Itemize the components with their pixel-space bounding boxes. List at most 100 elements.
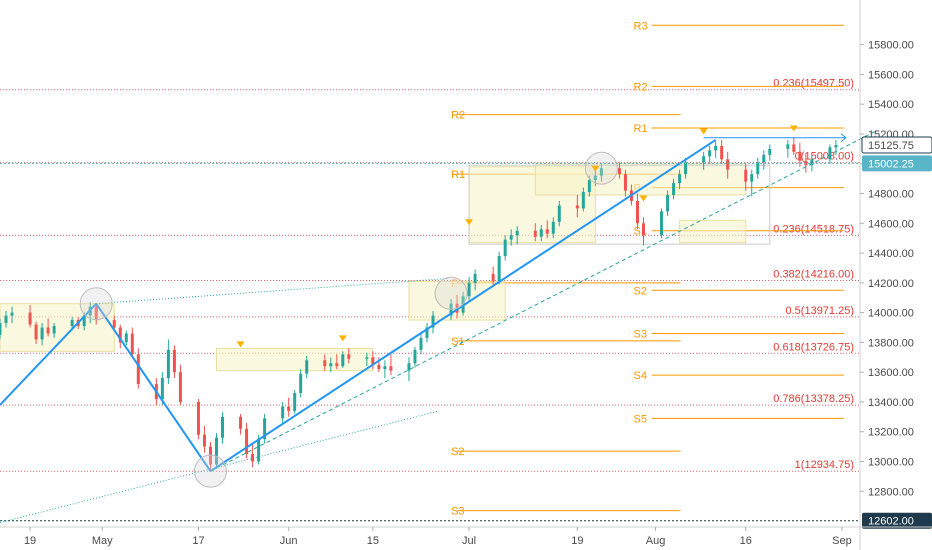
candle-body: [473, 273, 477, 283]
candle-body: [756, 162, 760, 175]
candle-body: [263, 418, 267, 440]
fibonacci-levels: 0.236(15497.50) 0(15008.00) 0.236(14518.75…: [0, 78, 860, 472]
candle-body: [112, 320, 116, 328]
candle-body: [341, 354, 345, 367]
swing-point-marker: [79, 287, 113, 321]
price-label-box: [861, 136, 932, 154]
candle-body: [641, 223, 645, 236]
candle-body: [617, 168, 621, 175]
pivot-label-previous: R1: [451, 169, 465, 181]
resistance-line: [96, 277, 450, 305]
candle-body: [810, 159, 814, 166]
time-tick-label: 17: [192, 535, 204, 547]
time-tick-label: Jul: [462, 535, 476, 547]
time-tick-label: Aug: [646, 535, 666, 547]
candle-body: [419, 337, 423, 350]
trend-line: [0, 303, 97, 406]
candle-body: [118, 327, 122, 343]
pivot-label-current: S5: [634, 413, 647, 425]
candle-body: [834, 144, 838, 148]
candle-body: [672, 183, 676, 196]
candle-body: [545, 229, 549, 234]
trend-line: [209, 139, 717, 473]
time-tick-label: Sep: [832, 535, 852, 547]
candle-body: [533, 230, 537, 237]
price-label-text: 12602.00: [868, 516, 914, 528]
candle-body: [0, 323, 2, 335]
candle-body: [347, 354, 351, 359]
candle-body: [425, 327, 429, 338]
price-tick-label: 13600.00: [868, 367, 914, 379]
candle-body: [708, 150, 712, 157]
price-tick-label: 14200.00: [868, 278, 914, 290]
candle-body: [792, 144, 796, 152]
candle-body: [599, 168, 603, 176]
signal-triangle-marker: [465, 219, 474, 226]
candle-body: [52, 326, 56, 334]
time-tick-label: 15: [367, 535, 379, 547]
candle-body: [798, 151, 802, 161]
time-tick-label: Jun: [280, 535, 298, 547]
price-tick-label: 13400.00: [868, 397, 914, 409]
signal-triangle-marker: [639, 195, 648, 202]
swing-point-marker: [584, 151, 618, 185]
signal-triangle-marker: [591, 165, 600, 172]
candle-body: [768, 148, 772, 155]
price-label-box: [862, 155, 932, 172]
candle-body: [130, 333, 134, 355]
candle-body: [202, 434, 206, 447]
candle-body: [720, 145, 724, 160]
price-tick-label: 14000.00: [868, 308, 914, 320]
candle-body: [551, 221, 555, 234]
candle-body: [10, 312, 14, 316]
candle-body: [744, 169, 748, 182]
time-tick-label: 16: [740, 535, 752, 547]
candle-body: [660, 211, 664, 236]
candle-body: [40, 327, 44, 340]
candle-body: [28, 312, 32, 325]
signal-triangle-marker: [236, 341, 245, 348]
price-tick-label: 13200.00: [868, 427, 914, 439]
fib-level-label: 0.786(13378.25): [773, 393, 854, 405]
price-label-text: 15002.25: [868, 158, 914, 170]
time-tick-label: 19: [24, 535, 36, 547]
pivot-label-previous: R2: [451, 110, 465, 122]
pivot-label-previous: S3: [451, 506, 464, 518]
candle-body: [515, 230, 519, 236]
candle-body: [491, 273, 495, 282]
time-tick-label: 19: [571, 535, 583, 547]
candle-body: [371, 357, 375, 365]
candle-body: [82, 315, 86, 327]
fib-level-label: 0.236(14518.75): [773, 223, 854, 235]
candle-body: [503, 239, 507, 257]
candle-body: [329, 363, 333, 367]
candle-body: [509, 235, 513, 240]
channel-line: [210, 130, 877, 472]
fib-level-label: 0.382(14216.00): [773, 268, 854, 280]
signal-triangle-marker: [789, 125, 798, 132]
candle-body: [497, 256, 501, 282]
trend-lines: [0, 125, 877, 524]
candle-body: [257, 439, 261, 462]
candle-body: [407, 363, 411, 371]
candle-body: [239, 416, 243, 429]
time-axis[interactable]: 19 May 17 Jun 15 Jul 19 Aug 16 Sep: [0, 526, 932, 547]
signal-triangle-marker: [338, 335, 347, 342]
candle-body: [635, 200, 639, 224]
candle-body: [467, 282, 471, 297]
candle-body: [245, 428, 249, 455]
swing-point-marker: [434, 276, 468, 310]
candle-body: [762, 154, 766, 163]
candle-body: [684, 162, 688, 175]
highlight-zone: [216, 347, 374, 372]
candle-body: [726, 159, 730, 170]
candle-body: [714, 145, 718, 151]
candle-body: [287, 406, 291, 411]
time-tick-label: May: [92, 535, 113, 547]
candle-body: [377, 364, 381, 370]
candle-body: [587, 180, 591, 193]
candle-body: [678, 174, 682, 184]
candles: [0, 136, 838, 472]
